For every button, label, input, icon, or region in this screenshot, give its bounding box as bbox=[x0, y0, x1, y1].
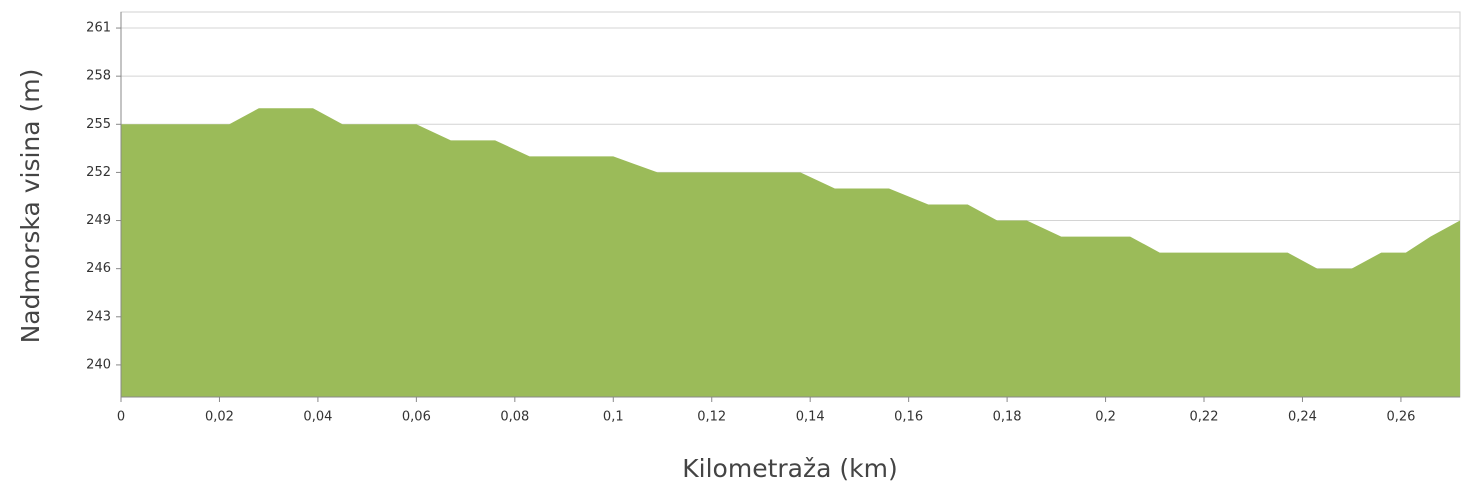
x-tick-label: 0,06 bbox=[402, 410, 431, 425]
x-tick-label: 0,24 bbox=[1288, 410, 1317, 425]
x-tick-label: 0,02 bbox=[205, 410, 234, 425]
y-tick-label: 261 bbox=[86, 21, 111, 36]
y-tick-label: 246 bbox=[86, 261, 111, 276]
x-tick-label: 0,1 bbox=[603, 410, 624, 425]
x-axis-label: Kilometraža (km) bbox=[682, 454, 897, 483]
y-axis-label: Nadmorska visina (m) bbox=[16, 69, 45, 344]
x-tick-label: 0,18 bbox=[993, 410, 1022, 425]
y-tick-label: 240 bbox=[86, 357, 111, 372]
y-tick-label: 258 bbox=[86, 69, 111, 84]
x-tick-label: 0,26 bbox=[1386, 410, 1415, 425]
x-tick-label: 0 bbox=[117, 410, 125, 425]
x-tick-label: 0,22 bbox=[1190, 410, 1219, 425]
x-tick-label: 0,08 bbox=[500, 410, 529, 425]
x-tick-label: 0,04 bbox=[303, 410, 332, 425]
x-tick-label: 0,12 bbox=[697, 410, 726, 425]
y-tick-label: 249 bbox=[86, 213, 111, 228]
y-tick-label: 243 bbox=[86, 309, 111, 324]
x-tick-label: 0,14 bbox=[796, 410, 825, 425]
area bbox=[121, 108, 1460, 397]
y-tick-label: 255 bbox=[86, 117, 111, 132]
y-tick-label: 252 bbox=[86, 165, 111, 180]
x-tick-label: 0,2 bbox=[1095, 410, 1116, 425]
x-tick-label: 0,16 bbox=[894, 410, 923, 425]
